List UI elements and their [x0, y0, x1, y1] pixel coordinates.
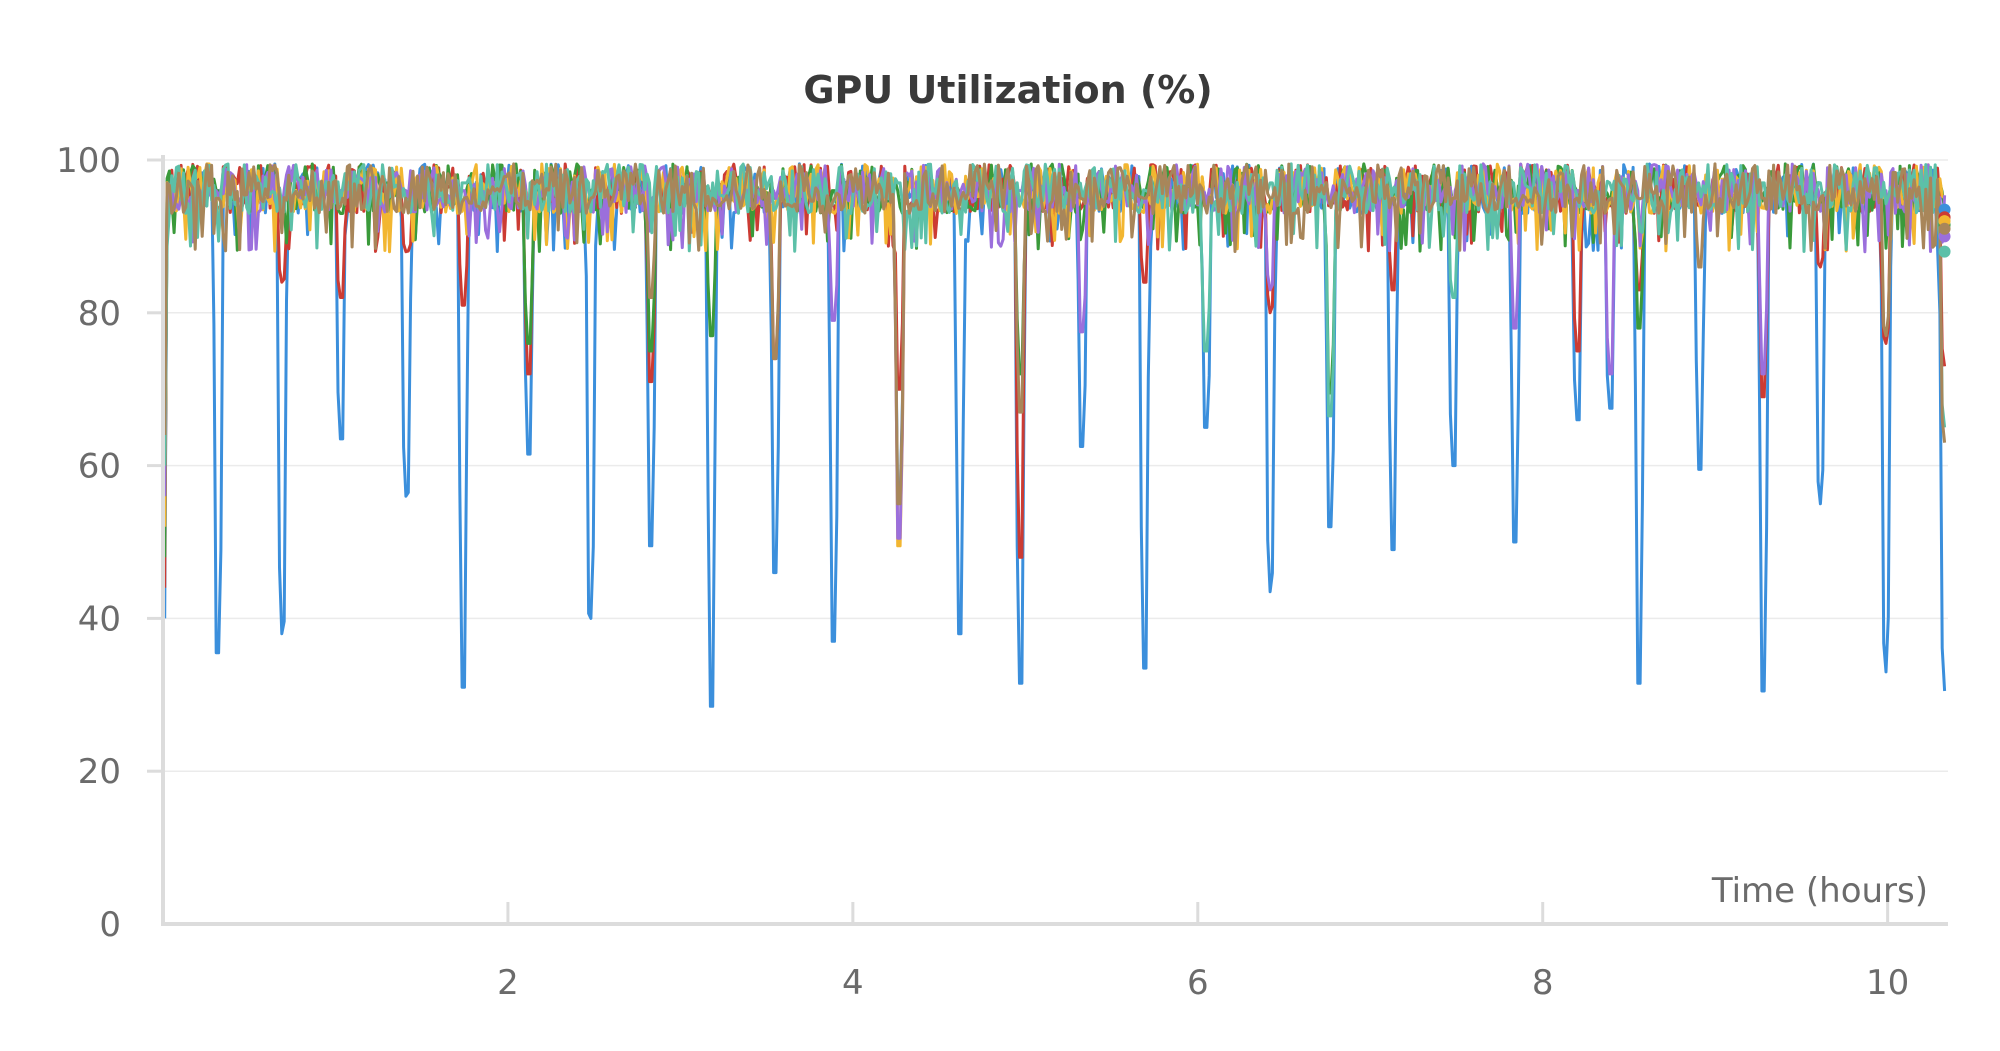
x-axis-ticks: 2 4 6 8 10 — [497, 902, 1909, 1003]
series-line-gpu0 — [163, 162, 1947, 708]
x-tick-label: 2 — [497, 963, 519, 1003]
series-endpoint-gpu5 — [1938, 245, 1951, 258]
chart-title: GPU Utilization (%) — [803, 68, 1212, 112]
series-endpoints — [1938, 203, 1951, 258]
series-line-gpu5 — [163, 162, 1947, 466]
y-tick-label: 40 — [78, 599, 121, 639]
y-axis-ticks: 0 20 40 60 80 100 — [56, 141, 163, 945]
series-line-gpu6 — [163, 162, 1947, 506]
series-endpoint-gpu6 — [1938, 222, 1951, 235]
series-layer — [163, 162, 1947, 708]
x-tick-label: 8 — [1532, 963, 1554, 1003]
x-axis-label: Time (hours) — [1711, 871, 1928, 911]
x-tick-label: 10 — [1866, 963, 1909, 1003]
y-tick-label: 80 — [78, 294, 121, 334]
y-tick-label: 0 — [99, 905, 121, 945]
x-tick-label: 6 — [1187, 963, 1209, 1003]
y-tick-label: 20 — [78, 752, 121, 792]
grid-layer — [163, 159, 1948, 772]
x-tick-label: 4 — [842, 963, 864, 1003]
y-tick-label: 100 — [56, 141, 121, 181]
y-tick-label: 60 — [78, 447, 121, 487]
